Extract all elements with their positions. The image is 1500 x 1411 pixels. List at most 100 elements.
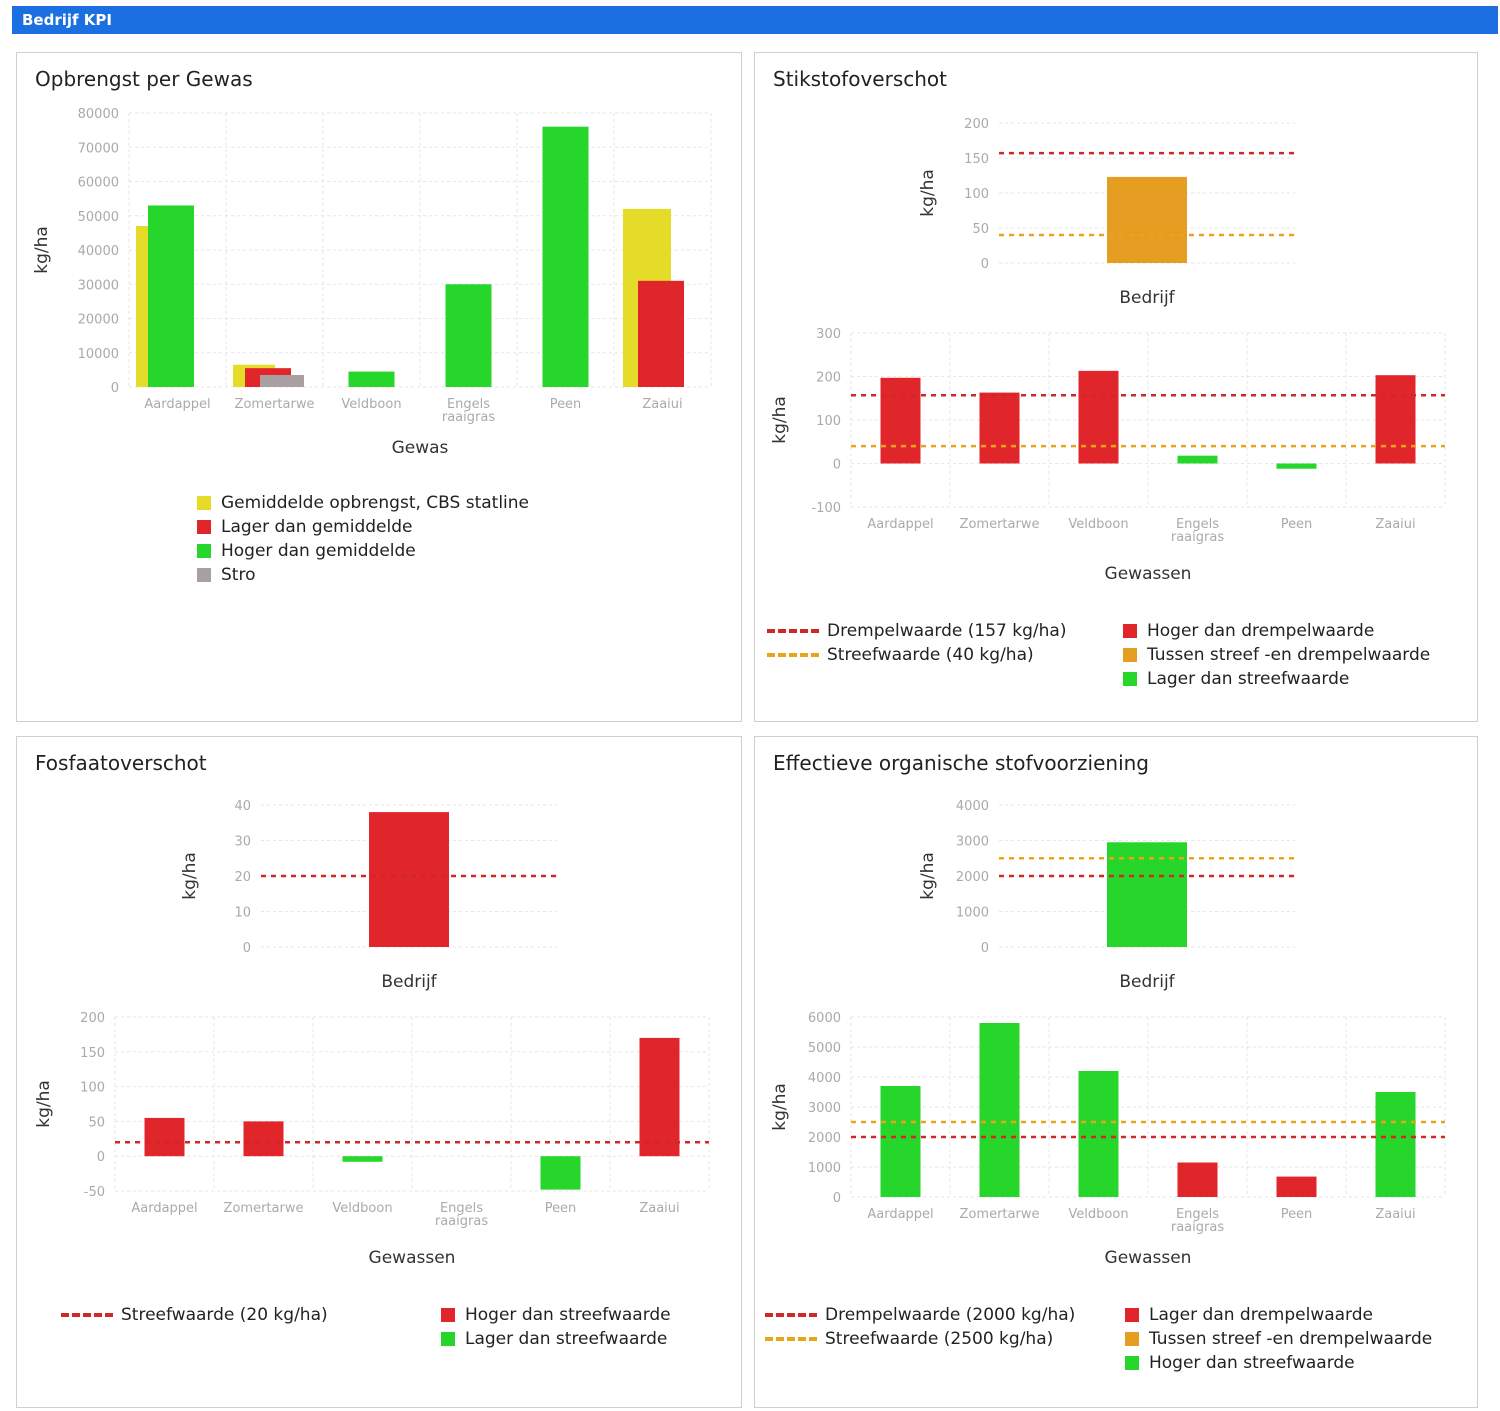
legend-stikstof-lines: Drempelwaarde (157 kg/ha) Streefwaarde (4… — [767, 619, 1066, 667]
legend-label: Lager dan streefwaarde — [1147, 669, 1349, 689]
y-tick-label: 30 — [234, 835, 251, 850]
x-tick-label: Zaaiui — [1375, 517, 1415, 532]
x-tick-label: Veldboon — [1068, 1207, 1128, 1222]
panel-stikstof: Stikstofoverschot 0 50 100 150 200 Bedrijf kg/… — [754, 52, 1478, 722]
legend-item: Drempelwaarde (157 kg/ha) — [767, 619, 1066, 643]
bar-red — [638, 281, 684, 387]
bar — [640, 1038, 680, 1156]
legend-item: Lager dan streefwaarde — [1123, 667, 1430, 691]
bar-gray — [260, 375, 304, 387]
bar-green — [349, 372, 395, 387]
bar — [343, 1156, 383, 1162]
legend-swatch — [1123, 624, 1137, 638]
bar-green — [446, 284, 492, 387]
y-tick-label: 0 — [111, 381, 119, 396]
legend-label: Lager dan streefwaarde — [465, 1329, 667, 1349]
y-tick-label: 10000 — [78, 347, 119, 362]
legend-label: Stro — [221, 565, 255, 585]
y-axis-title: kg/ha — [770, 396, 790, 444]
x-axis-title: Gewassen — [369, 1248, 456, 1268]
bar — [1376, 375, 1416, 463]
x-tick-label: Zaaiui — [639, 1201, 679, 1216]
x-tick-label: raaigras — [435, 1214, 488, 1229]
legend-eos-boxes: Lager dan drempelwaarde Tussen streef -en… — [1125, 1303, 1432, 1375]
legend-label: Lager dan gemiddelde — [221, 517, 412, 537]
x-tick-label: Zomertarwe — [960, 1207, 1040, 1222]
x-tick-label: Peen — [545, 1201, 577, 1216]
y-tick-label: 100 — [80, 1081, 105, 1096]
legend-label: Hoger dan drempelwaarde — [1147, 621, 1374, 641]
legend-stikstof-boxes: Hoger dan drempelwaarde Tussen streef -en… — [1123, 619, 1430, 691]
x-axis-title: Bedrijf — [1119, 972, 1175, 992]
legend-item: Streefwaarde (2500 kg/ha) — [765, 1327, 1075, 1351]
y-tick-label: 6000 — [808, 1011, 841, 1026]
legend-label: Gemiddelde opbrengst, CBS statline — [221, 493, 529, 513]
y-tick-label: -50 — [84, 1185, 105, 1200]
legend-swatch — [441, 1308, 455, 1322]
y-tick-label: 60000 — [78, 176, 119, 191]
bar — [541, 1156, 581, 1189]
legend-label: Hoger dan streefwaarde — [465, 1305, 671, 1325]
legend-dash-swatch — [767, 653, 819, 657]
y-tick-label: 200 — [964, 117, 989, 132]
x-tick-label: Aardappel — [867, 517, 933, 532]
x-tick-label: Veldboon — [332, 1201, 392, 1216]
bar — [1107, 177, 1187, 263]
x-tick-label: Zomertarwe — [224, 1201, 304, 1216]
y-tick-label: 0 — [243, 941, 251, 956]
legend-item: Stro — [197, 563, 529, 587]
legend-eos-lines: Drempelwaarde (2000 kg/ha) Streefwaarde (… — [765, 1303, 1075, 1351]
legend-swatch — [197, 568, 211, 582]
legend-opbrengst: Gemiddelde opbrengst, CBS statline Lager … — [197, 491, 529, 587]
y-tick-label: 30000 — [78, 278, 119, 293]
legend-label: Tussen streef -en drempelwaarde — [1147, 645, 1430, 665]
legend-label: Lager dan drempelwaarde — [1149, 1305, 1373, 1325]
x-tick-label: raaigras — [1171, 530, 1224, 545]
legend-item: Gemiddelde opbrengst, CBS statline — [197, 491, 529, 515]
y-tick-label: 150 — [80, 1046, 105, 1061]
bar — [881, 1086, 921, 1197]
y-tick-label: 40000 — [78, 244, 119, 259]
legend-label: Hoger dan streefwaarde — [1149, 1353, 1355, 1373]
legend-fosfaat-lines: Streefwaarde (20 kg/ha) — [61, 1303, 328, 1327]
x-axis-title: Bedrijf — [1119, 288, 1175, 308]
legend-swatch — [441, 1332, 455, 1346]
legend-label: Streefwaarde (2500 kg/ha) — [825, 1329, 1053, 1349]
x-tick-label: Aardappel — [131, 1201, 197, 1216]
y-axis-title: kg/ha — [180, 852, 200, 900]
page-title: Bedrijf KPI — [22, 11, 112, 29]
y-tick-label: 2000 — [808, 1131, 841, 1146]
y-tick-label: 50 — [88, 1115, 105, 1130]
x-tick-label: Peen — [550, 397, 582, 412]
legend-dash-swatch — [765, 1313, 817, 1317]
bar — [1079, 1071, 1119, 1197]
y-tick-label: 0 — [981, 257, 989, 272]
y-tick-label: 0 — [981, 941, 989, 956]
y-axis-title: kg/ha — [32, 226, 52, 274]
y-tick-label: 100 — [816, 414, 841, 429]
legend-swatch — [1125, 1308, 1139, 1322]
x-tick-label: Zomertarwe — [235, 397, 315, 412]
legend-item: Streefwaarde (20 kg/ha) — [61, 1303, 328, 1327]
legend-label: Drempelwaarde (157 kg/ha) — [827, 621, 1066, 641]
x-axis-title: Gewassen — [1105, 564, 1192, 584]
bar — [1376, 1092, 1416, 1197]
bar — [980, 393, 1020, 464]
legend-item: Tussen streef -en drempelwaarde — [1123, 643, 1430, 667]
legend-label: Hoger dan gemiddelde — [221, 541, 416, 561]
y-tick-label: 200 — [80, 1011, 105, 1026]
legend-item: Drempelwaarde (2000 kg/ha) — [765, 1303, 1075, 1327]
legend-swatch — [1123, 672, 1137, 686]
bar — [145, 1118, 185, 1156]
legend-label: Drempelwaarde (2000 kg/ha) — [825, 1305, 1075, 1325]
x-tick-label: Zaaiui — [642, 397, 682, 412]
legend-item: Lager dan gemiddelde — [197, 515, 529, 539]
legend-item: Hoger dan streefwaarde — [1125, 1351, 1432, 1375]
legend-swatch — [1125, 1332, 1139, 1346]
x-tick-label: Zomertarwe — [960, 517, 1040, 532]
y-tick-label: 100 — [964, 187, 989, 202]
y-tick-label: 300 — [816, 327, 841, 342]
y-tick-label: 20000 — [78, 313, 119, 328]
bar — [980, 1023, 1020, 1197]
legend-item: Streefwaarde (40 kg/ha) — [767, 643, 1066, 667]
